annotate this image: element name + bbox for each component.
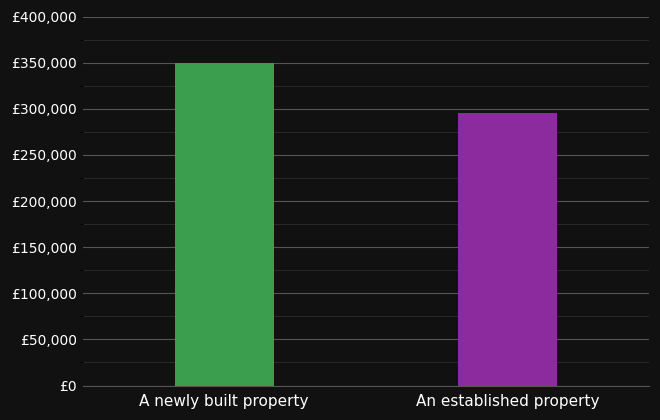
Bar [175,63,274,386]
Bar [458,113,557,386]
